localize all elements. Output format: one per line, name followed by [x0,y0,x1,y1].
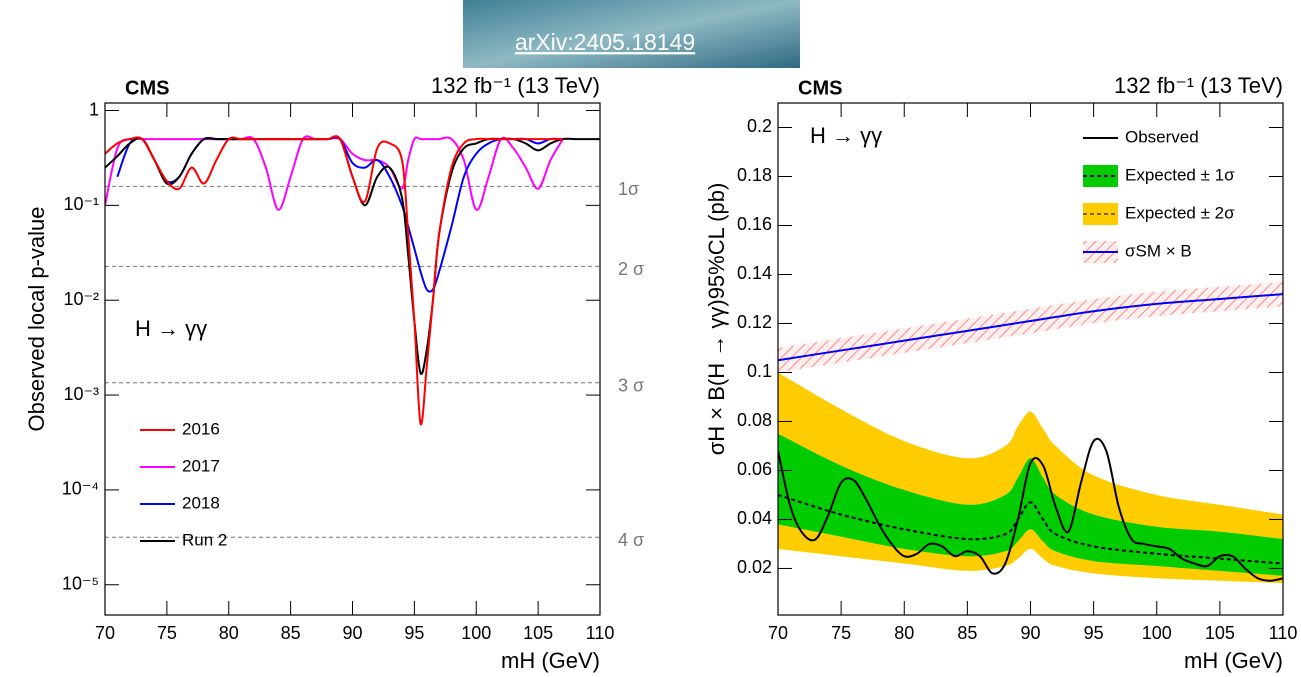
series-line [116,136,563,293]
legend-label: Observed [1125,127,1199,146]
x-tick-label: 90 [342,623,362,643]
x-tick-label: 85 [281,623,301,643]
reference-label: 1σ [618,179,639,199]
series-line [105,135,563,426]
plot-area [778,281,1283,584]
y-tick-label: 10⁻⁵ [62,574,99,594]
reference-label: 3 σ [618,375,644,395]
banner-background [463,0,800,68]
band [778,433,1283,576]
series-line [778,494,1283,565]
x-axis-label: mH (GeV) [1184,648,1283,673]
experiment-label: CMS [125,77,169,99]
y-tick-label: 0.12 [737,312,772,332]
reference-label: 2 σ [618,259,644,279]
y-tick-label: 10⁻¹ [63,194,99,214]
y-tick-label: 0.02 [737,557,772,577]
legend-label: Run 2 [182,530,227,549]
y-tick-label: 1 [89,99,99,119]
series-line [105,135,564,211]
x-tick-label: 70 [768,623,788,643]
y-tick-label: 0.1 [747,361,772,381]
y-tick-label: 0.14 [737,263,772,283]
series-line [778,437,1283,582]
y-tick-label: 0.04 [737,508,772,528]
x-tick-label: 95 [1084,623,1104,643]
experiment-label: CMS [798,77,842,99]
x-axis-label: mH (GeV) [501,648,600,673]
x-tick-label: 80 [219,623,239,643]
legend-label: Expected ± 1σ [1125,165,1235,184]
y-tick-label: 0.16 [737,214,772,234]
y-tick-label: 10⁻⁴ [62,479,99,499]
y-axis-label: σH × B(H → γγ)95%CL (pb) [704,183,729,456]
y-tick-label: 10⁻³ [63,384,99,404]
legend-label: Expected ± 2σ [1125,203,1235,222]
band [778,281,1283,373]
x-tick-label: 75 [831,623,851,643]
reference-label: 4 σ [618,530,644,550]
x-tick-label: 100 [461,623,491,643]
annotation: H → γγ [135,316,207,341]
y-tick-label: 0.08 [737,410,772,430]
x-tick-label: 105 [1205,623,1235,643]
arxiv-link[interactable]: arXiv:2405.18149 [515,29,695,55]
x-tick-label: 70 [95,623,115,643]
legend-label: 2016 [182,419,220,438]
plot-area [105,135,600,538]
x-tick-label: 110 [586,623,615,643]
y-axis-label: Observed local p-value [24,206,49,431]
y-tick-label: 0.06 [737,459,772,479]
legend-label: σSM × B [1125,241,1192,260]
frame [104,102,601,616]
x-tick-label: 100 [1142,623,1172,643]
series-line [778,293,1283,362]
x-tick-label: 105 [523,623,553,643]
luminosity-label: 132 fb⁻¹ (13 TeV) [1114,73,1283,98]
legend-label: 2018 [182,493,220,512]
x-tick-label: 75 [157,623,177,643]
y-tick-label: 0.18 [737,165,772,185]
x-tick-label: 85 [957,623,977,643]
x-tick-label: 80 [894,623,914,643]
x-tick-label: 90 [1020,623,1040,643]
luminosity-label: 132 fb⁻¹ (13 TeV) [431,73,600,98]
annotation: H → γγ [810,123,882,148]
legend-label: 2017 [182,456,220,475]
x-tick-label: 110 [1269,623,1298,643]
y-tick-label: 0.2 [747,116,772,136]
x-tick-label: 95 [404,623,424,643]
y-tick-label: 10⁻² [63,289,99,309]
